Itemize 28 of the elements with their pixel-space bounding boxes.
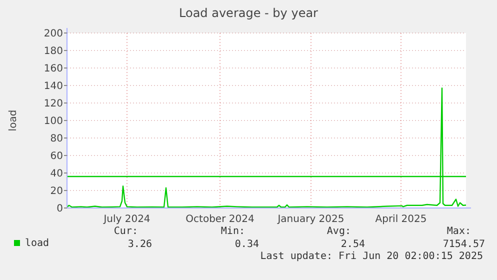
y-tick-label: 40 — [50, 168, 63, 180]
y-tick-label: 200 — [44, 28, 63, 40]
x-tick-label: January 2025 — [276, 214, 344, 225]
y-tick-label: 120 — [44, 98, 63, 110]
y-tick-label: 20 — [50, 186, 63, 197]
text: 3.26 — [128, 239, 152, 250]
chart-title: Load average - by year — [179, 6, 318, 20]
line-series — [66, 88, 467, 208]
text: Avg: — [326, 226, 351, 237]
y-tick-label: 140 — [44, 81, 63, 92]
text: Cur: — [114, 226, 138, 237]
text: 0.34 — [234, 239, 259, 250]
x-tick-label: October 2024 — [186, 214, 254, 225]
y-tick-label: 160 — [44, 64, 63, 74]
y-tick-label: 60 — [50, 151, 63, 162]
y-tick-label: 180 — [44, 46, 63, 57]
x-tick-label: April 2025 — [375, 214, 427, 225]
text: 7154.57 — [442, 239, 485, 250]
text: Min: — [220, 226, 245, 237]
text: Max: — [446, 226, 471, 237]
legend-label: load — [25, 238, 50, 249]
text: 2.54 — [340, 239, 365, 250]
y-tick-label: 80 — [50, 134, 63, 144]
y-axis-title: load — [8, 110, 19, 132]
y-tick-label: 0 — [56, 204, 63, 214]
y-tick-label: 100 — [44, 116, 63, 127]
text: Last update: Fri Jun 20 02:00:15 2025 — [260, 251, 483, 262]
x-tick-label: July 2024 — [102, 214, 150, 225]
